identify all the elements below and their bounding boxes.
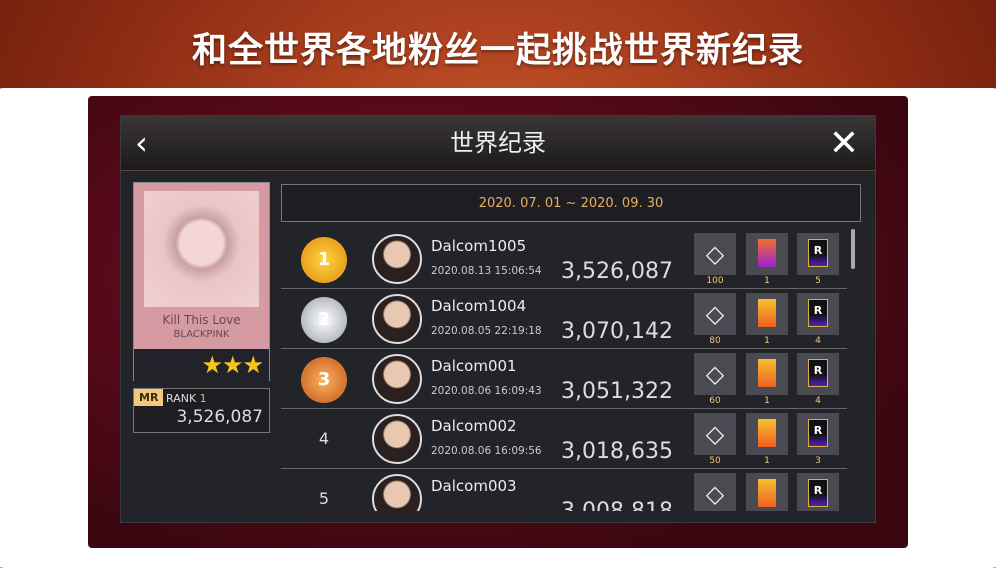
avatar[interactable]: [372, 414, 422, 464]
rank: 2: [317, 309, 331, 330]
rank-label: RANK: [166, 392, 197, 405]
diamond-icon: ◇: [705, 480, 725, 508]
rank-medal-icon: 2: [301, 297, 347, 343]
record-time: 2020.08.06 16:09:43: [431, 385, 542, 397]
reward-slot: R: [797, 413, 839, 455]
reward-count: 50: [709, 456, 721, 466]
reward-count: 4: [815, 336, 821, 346]
album-cover: [144, 191, 259, 307]
reward-slot: [746, 353, 788, 395]
scrollbar[interactable]: [851, 229, 855, 269]
rank-line: RANK 1: [166, 392, 207, 405]
record-time: 2020.08.13 15:06:54: [431, 265, 542, 277]
reward-count: 1: [764, 456, 770, 466]
player-name: Dalcom1005: [431, 237, 527, 255]
score: 3,008,818: [541, 499, 673, 511]
period: 2020. 07. 01 ~ 2020. 09. 30: [281, 184, 861, 222]
rank: 5: [318, 489, 330, 508]
chevron-left-icon[interactable]: ‹: [135, 124, 148, 162]
diamond-icon: ◇: [705, 420, 725, 448]
reward-count: 100: [706, 276, 724, 286]
header: ‹ 世界纪录 ✕: [121, 116, 875, 171]
avatar[interactable]: [372, 474, 422, 511]
player-name: Dalcom1004: [431, 297, 527, 315]
table-row[interactable]: 2 Dalcom1004 2020.08.05 22:19:18 3,070,1…: [281, 289, 847, 349]
rank: 4: [318, 429, 330, 448]
rank-medal-icon: 1: [301, 237, 347, 283]
player-name: Dalcom001: [431, 357, 517, 375]
reward-slot: ◇: [694, 293, 736, 335]
reward-count: 80: [709, 336, 721, 346]
record-time: 2020.08.06 16:09:56: [431, 445, 542, 457]
ticket-icon: [758, 419, 776, 447]
reward-count: 1: [764, 276, 770, 286]
window-title: 世界纪录: [450, 129, 546, 157]
reward-slot: R: [797, 293, 839, 335]
table-row[interactable]: 5 Dalcom003 3,008,818 ◇ R: [281, 469, 847, 511]
ticket-icon: [758, 299, 776, 327]
score: 3,526,087: [561, 259, 673, 284]
score: 3,018,635: [561, 439, 673, 464]
reward-slot: R: [797, 233, 839, 275]
table-row[interactable]: 4 Dalcom002 2020.08.06 16:09:56 3,018,63…: [281, 409, 847, 469]
reward-count: 60: [709, 396, 721, 406]
reward-slot: [746, 293, 788, 335]
reward-slot: R: [797, 473, 839, 511]
reward-slot: [746, 413, 788, 455]
diamond-icon: ◇: [705, 360, 725, 388]
r-card-icon: R: [808, 419, 828, 447]
score: 3,070,142: [561, 319, 673, 344]
reward-slot: [746, 473, 788, 511]
my-record: MR RANK 1 3,526,087: [133, 388, 270, 433]
headline: 和全世界各地粉丝一起挑战世界新纪录: [191, 31, 804, 71]
reward-slot: R: [797, 353, 839, 395]
avatar[interactable]: [372, 354, 422, 404]
ticket-icon: [758, 359, 776, 387]
table-row[interactable]: 1 Dalcom1005 2020.08.13 15:06:54 3,526,0…: [281, 229, 847, 289]
diamond-icon: ◇: [705, 300, 725, 328]
r-card-icon: R: [808, 299, 828, 327]
rank: 3: [317, 369, 331, 390]
r-card-icon: R: [808, 239, 828, 267]
r-card-icon: R: [808, 479, 828, 507]
diamond-icon: ◇: [705, 240, 725, 268]
rank-value: 1: [199, 392, 207, 405]
avatar[interactable]: [372, 294, 422, 344]
reward-count: 3: [815, 456, 821, 466]
score: 3,051,322: [561, 379, 673, 404]
reward-count: 1: [764, 336, 770, 346]
ranking-list[interactable]: 1 Dalcom1005 2020.08.13 15:06:54 3,526,0…: [281, 229, 856, 511]
close-icon[interactable]: ✕: [828, 123, 859, 164]
reward-count: 4: [815, 396, 821, 406]
player-name: Dalcom003: [431, 477, 517, 495]
song-card: Kill This Love BLACKPINK ★★★: [133, 182, 270, 381]
mr-badge: MR: [134, 389, 164, 406]
star-rating: ★★★: [134, 349, 269, 381]
ticket-icon: [758, 239, 776, 267]
reward-slot: ◇: [694, 353, 736, 395]
reward-slot: [746, 233, 788, 275]
player-name: Dalcom002: [431, 417, 517, 435]
table-row[interactable]: 3 Dalcom001 2020.08.06 16:09:43 3,051,32…: [281, 349, 847, 409]
reward-slot: ◇: [694, 413, 736, 455]
r-card-icon: R: [808, 359, 828, 387]
reward-count: 1: [764, 396, 770, 406]
ticket-icon: [758, 479, 776, 507]
reward-slot: ◇: [694, 473, 736, 511]
avatar[interactable]: [372, 234, 422, 284]
song-artist: BLACKPINK: [173, 329, 230, 340]
reward-slot: ◇: [694, 233, 736, 275]
reward-count: 5: [815, 276, 821, 286]
record-time: 2020.08.05 22:19:18: [431, 325, 542, 337]
my-score: 3,526,087: [176, 407, 263, 427]
song-title: Kill This Love: [162, 313, 241, 327]
world-record-window: ‹ 世界纪录 ✕ Kill This Love BLACKPINK ★★★ MR…: [120, 115, 876, 523]
rank: 1: [317, 249, 331, 270]
rank-medal-icon: 3: [301, 357, 347, 403]
